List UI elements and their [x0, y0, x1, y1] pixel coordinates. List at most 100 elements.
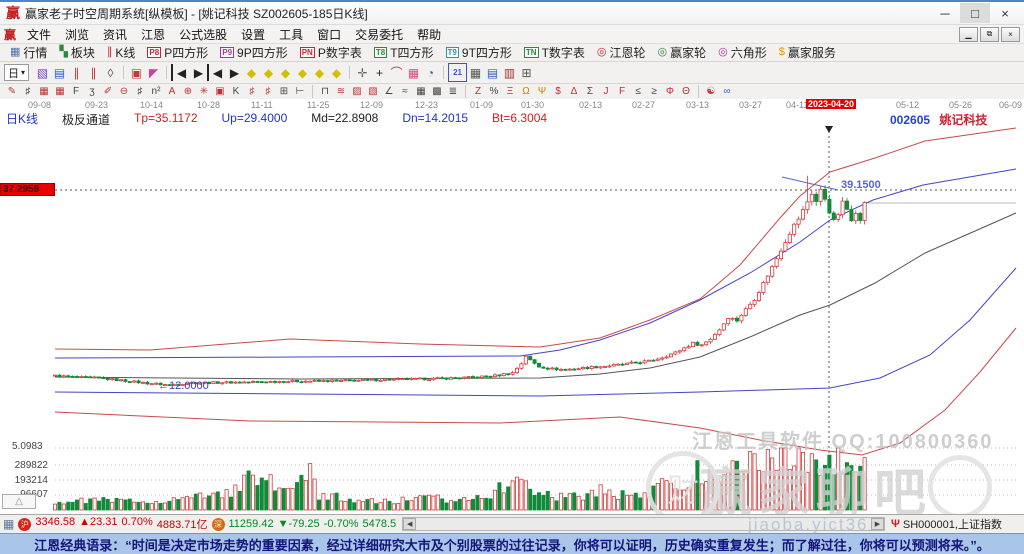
mdi-close-button[interactable]: × [1001, 26, 1020, 42]
draw-tool-icon-32[interactable]: Ξ [506, 85, 514, 97]
nav-tool-icon-7[interactable]: ▣ [130, 65, 143, 80]
draw-tool-icon-42[interactable]: Φ [666, 85, 674, 97]
shenzhen-index-quote[interactable]: 11259.42 ▼-79.25 -0.70% 5478.5 [229, 518, 397, 530]
toolbar-button-T数字表[interactable]: TN T数字表 [518, 44, 591, 61]
draw-tool-icon-35[interactable]: $ [555, 85, 561, 97]
draw-tool-icon-6[interactable]: ✐ [103, 85, 113, 97]
draw-tool-icon-14[interactable]: K [232, 85, 240, 97]
nav-tool-icon-3[interactable]: ∥ [73, 65, 80, 80]
draw-tool-icon-21[interactable]: ≋ [336, 85, 346, 97]
toolbar-button-板块[interactable]: ▚ 板块 [53, 44, 100, 61]
menu-设置[interactable]: 设置 [241, 27, 266, 42]
draw-tool-icon-15[interactable]: ♯ [249, 85, 255, 97]
scroll-right-arrow[interactable]: ▶ [871, 518, 884, 530]
draw-tool-icon-34[interactable]: Ψ [537, 85, 547, 97]
draw-tool-icon-37[interactable]: Σ [586, 85, 594, 97]
minimize-button[interactable]: ─ [940, 5, 950, 21]
draw-tool-icon-26[interactable]: ▦ [416, 85, 426, 97]
maximize-button[interactable]: □ [960, 3, 990, 23]
menu-公式选股[interactable]: 公式选股 [179, 27, 228, 42]
draw-tool-icon-41[interactable]: ≥ [651, 85, 657, 97]
mdi-minimize-button[interactable]: ▁ [959, 26, 978, 42]
nav-tool-icon-10[interactable]: ◀ [171, 64, 190, 81]
draw-tool-icon-8[interactable]: ♯ [137, 85, 143, 97]
nav-tool-icon-30[interactable]: ▥ [503, 65, 516, 80]
close-button[interactable]: × [1001, 5, 1009, 21]
nav-tool-icon-12[interactable]: ◀ [212, 65, 223, 80]
draw-tool-icon-4[interactable]: F [72, 85, 80, 97]
draw-tool-icon-46[interactable]: ∞ [723, 85, 731, 97]
draw-tool-icon-5[interactable]: ʒ [89, 85, 95, 97]
nav-tool-icon-1[interactable]: ▧ [36, 65, 49, 80]
chart-area[interactable]: 江恩工具软件 QQ:100800360 赢家聊吧 财 09-08 09-23 10-… [0, 99, 1024, 514]
nav-tool-icon-5[interactable]: ◊ [107, 65, 114, 80]
nav-tool-icon-21[interactable]: ✛ [357, 65, 368, 80]
period-label[interactable]: 日K线 [6, 112, 39, 126]
mdi-restore-button[interactable]: ⧉ [980, 26, 999, 42]
draw-tool-icon-16[interactable]: ♯ [265, 85, 271, 97]
horizontal-scrollbar[interactable]: ◀ ▶ [402, 517, 885, 531]
kline-chart-canvas[interactable] [0, 99, 1024, 514]
draw-tool-icon-13[interactable]: ▣ [215, 85, 225, 97]
menu-江恩[interactable]: 江恩 [141, 27, 166, 42]
toolbar-button-赢家轮[interactable]: ◎ 赢家轮 [652, 44, 713, 61]
nav-tool-icon-27[interactable]: 21 [448, 63, 468, 82]
draw-tool-icon-36[interactable]: Δ [570, 85, 578, 97]
menu-窗口[interactable]: 窗口 [317, 27, 342, 42]
scroll-left-arrow[interactable]: ◀ [403, 518, 417, 530]
current-index-panel[interactable]: Ψ SH000001,上证指数 [891, 516, 1021, 532]
nav-tool-icon-14[interactable]: ◆ [246, 65, 257, 80]
draw-tool-icon-1[interactable]: ♯ [25, 85, 31, 97]
menu-工具[interactable]: 工具 [279, 27, 304, 42]
pane-toggle-button[interactable]: △ [2, 494, 36, 509]
menu-资讯[interactable]: 资讯 [103, 27, 128, 42]
draw-tool-icon-12[interactable]: ✳ [199, 85, 209, 97]
menu-帮助[interactable]: 帮助 [417, 27, 442, 42]
toolbar-button-行情[interactable]: ▦ 行情 [4, 44, 53, 61]
draw-tool-icon-27[interactable]: ▩ [432, 85, 442, 97]
nav-tool-icon-15[interactable]: ◆ [263, 65, 274, 80]
draw-tool-icon-30[interactable]: Z [474, 85, 482, 97]
nav-tool-icon-16[interactable]: ◆ [280, 65, 291, 80]
shanghai-index-quote[interactable]: 3346.58 ▲23.31 0.70% 4883.71亿 [35, 516, 207, 532]
toolbar-button-赢家服务[interactable]: $ 赢家服务 [773, 44, 842, 61]
draw-tool-icon-22[interactable]: ▨ [352, 85, 362, 97]
menu-浏览[interactable]: 浏览 [65, 27, 90, 42]
nav-tool-icon-22[interactable]: + [376, 65, 384, 80]
nav-tool-icon-25[interactable]: ◔ [426, 65, 435, 80]
nav-tool-icon-8[interactable]: ◤ [148, 65, 159, 80]
nav-tool-icon-19[interactable]: ◆ [331, 65, 342, 80]
nav-tool-icon-29[interactable]: ▤ [486, 65, 499, 80]
draw-tool-icon-33[interactable]: Ω [522, 85, 530, 97]
nav-tool-icon-28[interactable]: ▦ [469, 65, 482, 80]
toolbar-button-T四方形[interactable]: T8 T四方形 [368, 44, 440, 61]
draw-tool-icon-17[interactable]: ⊞ [279, 85, 289, 97]
draw-tool-icon-24[interactable]: ∠ [384, 85, 394, 97]
draw-tool-icon-0[interactable]: ✎ [7, 85, 17, 97]
toolbar-button-9P四方形[interactable]: P9 9P四方形 [214, 44, 293, 61]
toolbar-button-六角形[interactable]: ◎ 六角形 [712, 44, 773, 61]
nav-tool-icon-2[interactable]: ▤ [53, 65, 66, 80]
draw-tool-icon-43[interactable]: Θ [682, 85, 690, 97]
toolbar-button-P数字表[interactable]: PN P数字表 [294, 44, 368, 61]
nav-tool-icon-31[interactable]: ⊞ [521, 65, 532, 80]
toolbar-button-P四方形[interactable]: P8 P四方形 [141, 44, 214, 61]
quote-grid-icon[interactable]: ▦ [3, 517, 15, 531]
draw-tool-icon-39[interactable]: F [618, 85, 626, 97]
draw-tool-icon-9[interactable]: n² [151, 85, 161, 97]
draw-tool-icon-45[interactable]: ☯ [706, 85, 716, 97]
nav-tool-icon-17[interactable]: ◆ [297, 65, 308, 80]
draw-tool-icon-11[interactable]: ⊕ [183, 85, 193, 97]
period-selector[interactable]: 日 ▾ [4, 64, 30, 81]
draw-tool-icon-23[interactable]: ▧ [368, 85, 378, 97]
draw-tool-icon-18[interactable]: ⊢ [295, 85, 305, 97]
draw-tool-icon-20[interactable]: ⊓ [321, 85, 329, 97]
nav-tool-icon-13[interactable]: ▶ [229, 65, 240, 80]
draw-tool-icon-25[interactable]: ≈ [402, 85, 408, 97]
toolbar-button-K线[interactable]: ∥ K线 [101, 44, 142, 61]
draw-tool-icon-10[interactable]: A [168, 85, 176, 97]
draw-tool-icon-38[interactable]: J [603, 85, 609, 97]
draw-tool-icon-31[interactable]: % [489, 85, 499, 97]
nav-tool-icon-23[interactable]: ⌒ [390, 65, 403, 80]
nav-tool-icon-11[interactable]: ▶ [190, 64, 210, 81]
